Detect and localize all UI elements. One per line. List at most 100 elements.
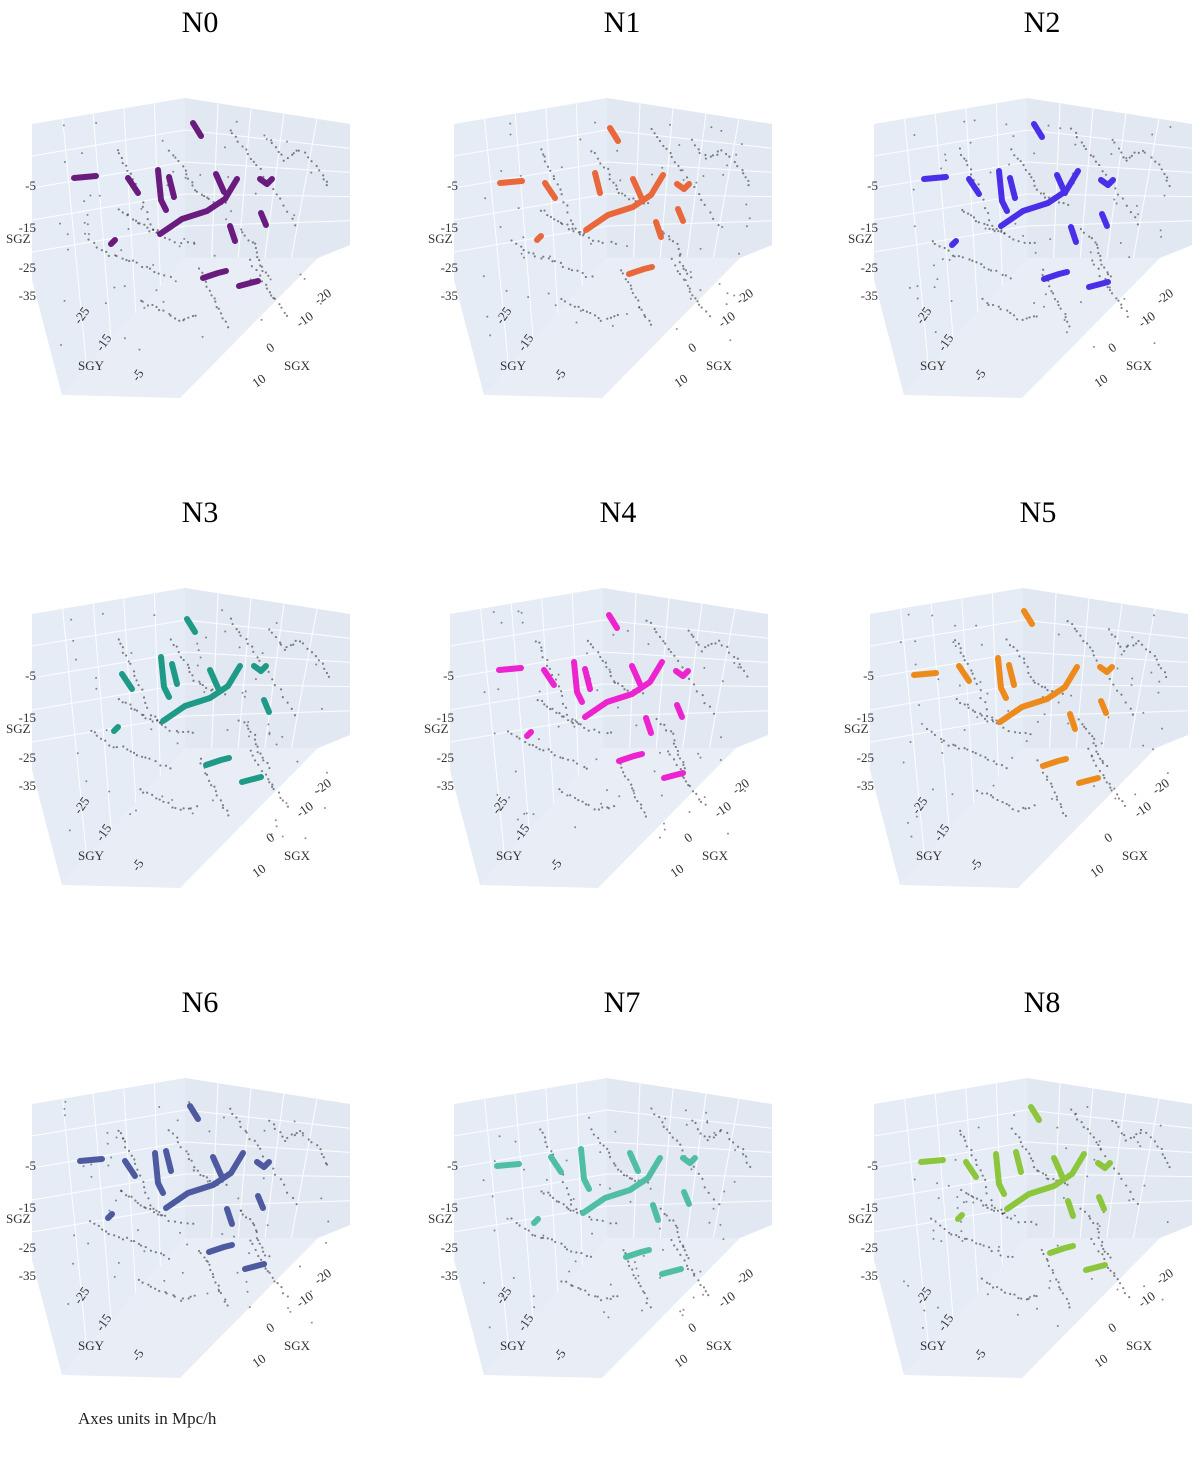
galaxy-point	[256, 1144, 259, 1147]
galaxy-point	[254, 242, 257, 245]
scene-panel-n2: -5 -15 -25 -35 SGZ -25 -15 -5 SGY -20 -10 0 10 SGX N2	[842, 0, 1200, 490]
y-axis-label: SGY	[78, 848, 105, 863]
z-tick-label: -5	[447, 1158, 458, 1173]
galaxy-point	[1005, 802, 1008, 806]
galaxy-point	[192, 1169, 195, 1172]
galaxy-point	[543, 160, 546, 163]
galaxy-point	[491, 1195, 494, 1198]
galaxy-point	[1092, 345, 1095, 348]
galaxy-point	[980, 1277, 983, 1280]
galaxy-point	[1061, 812, 1065, 815]
galaxy-point	[991, 716, 994, 719]
galaxy-point	[627, 198, 631, 201]
galaxy-point	[593, 728, 596, 731]
galaxy-point	[155, 305, 158, 309]
galaxy-point	[166, 184, 169, 187]
galaxy-point	[574, 719, 577, 722]
galaxy-point	[517, 207, 520, 210]
z-tick-label: -35	[19, 288, 36, 303]
x-tick-label: 10	[1091, 371, 1110, 391]
galaxy-point	[180, 1299, 183, 1302]
galaxy-point	[1062, 1196, 1065, 1199]
galaxy-point	[569, 1203, 573, 1206]
galaxy-point	[140, 755, 144, 758]
galaxy-point	[225, 218, 228, 221]
galaxy-point	[540, 1190, 543, 1193]
galaxy-point	[1059, 127, 1062, 130]
filament-segment	[675, 206, 686, 224]
galaxy-point	[1092, 759, 1095, 762]
galaxy-point	[271, 1276, 274, 1279]
galaxy-point	[229, 617, 233, 620]
galaxy-point	[963, 120, 966, 123]
galaxy-point	[663, 1212, 666, 1216]
galaxy-point	[1104, 173, 1108, 176]
galaxy-point	[137, 1278, 140, 1281]
galaxy-point	[612, 181, 615, 184]
galaxy-point	[550, 750, 553, 754]
galaxy-point	[248, 1138, 251, 1141]
galaxy-point	[1068, 325, 1071, 328]
galaxy-point	[643, 1291, 646, 1295]
filament-segment	[111, 724, 121, 734]
galaxy-point	[200, 193, 204, 196]
filament-segment	[583, 172, 666, 233]
galaxy-point	[981, 297, 984, 300]
filament-segment	[681, 1189, 692, 1207]
galaxy-point	[301, 1134, 304, 1137]
galaxy-point	[941, 751, 944, 754]
galaxy-point	[697, 1172, 700, 1175]
galaxy-point	[1049, 238, 1052, 241]
galaxy-point	[323, 667, 326, 670]
galaxy-point	[545, 705, 549, 708]
galaxy-point	[295, 149, 298, 152]
galaxy-point	[965, 1191, 968, 1195]
galaxy-point	[211, 799, 214, 802]
galaxy-point	[270, 294, 273, 297]
y-axis-label: SGY	[916, 848, 943, 863]
galaxy-point	[966, 662, 969, 665]
galaxy-point	[727, 651, 731, 654]
galaxy-point	[609, 316, 613, 319]
galaxy-point	[1009, 1217, 1013, 1220]
galaxy-point	[1086, 1127, 1089, 1131]
galaxy-point	[627, 778, 630, 781]
galaxy-point	[937, 1197, 940, 1200]
galaxy-point	[523, 812, 526, 815]
z-axis-label: SGZ	[848, 1211, 873, 1226]
galaxy-point	[98, 194, 101, 197]
x-tick-label: 0	[1105, 339, 1119, 355]
galaxy-point	[1067, 1302, 1070, 1305]
galaxy-point	[150, 728, 153, 731]
filament-segment	[626, 264, 655, 277]
galaxy-point	[224, 630, 227, 633]
galaxy-point	[608, 668, 611, 671]
galaxy-point	[953, 255, 956, 258]
galaxy-point	[710, 642, 713, 645]
galaxy-point	[1113, 141, 1116, 144]
galaxy-point	[1008, 235, 1011, 239]
galaxy-point	[204, 772, 207, 775]
galaxy-point	[322, 1156, 325, 1159]
galaxy-point	[583, 765, 586, 769]
galaxy-point	[208, 1179, 212, 1182]
galaxy-point	[135, 261, 138, 264]
galaxy-point	[245, 1280, 248, 1283]
galaxy-point	[221, 804, 225, 807]
galaxy-point	[116, 149, 120, 152]
back-wall-left	[870, 588, 1023, 885]
galaxy-point	[1110, 789, 1113, 792]
galaxy-point	[990, 1250, 993, 1253]
filament-segment	[607, 125, 621, 144]
galaxy-point	[1099, 1148, 1102, 1151]
galaxy-point	[1095, 243, 1099, 246]
galaxy-point	[943, 1227, 946, 1231]
galaxy-point	[1117, 299, 1120, 302]
galaxy-point	[683, 767, 686, 770]
galaxy-point	[90, 1175, 93, 1178]
galaxy-point	[315, 164, 318, 168]
galaxy-point	[146, 706, 149, 709]
galaxy-point	[520, 832, 523, 835]
galaxy-point	[559, 188, 562, 191]
